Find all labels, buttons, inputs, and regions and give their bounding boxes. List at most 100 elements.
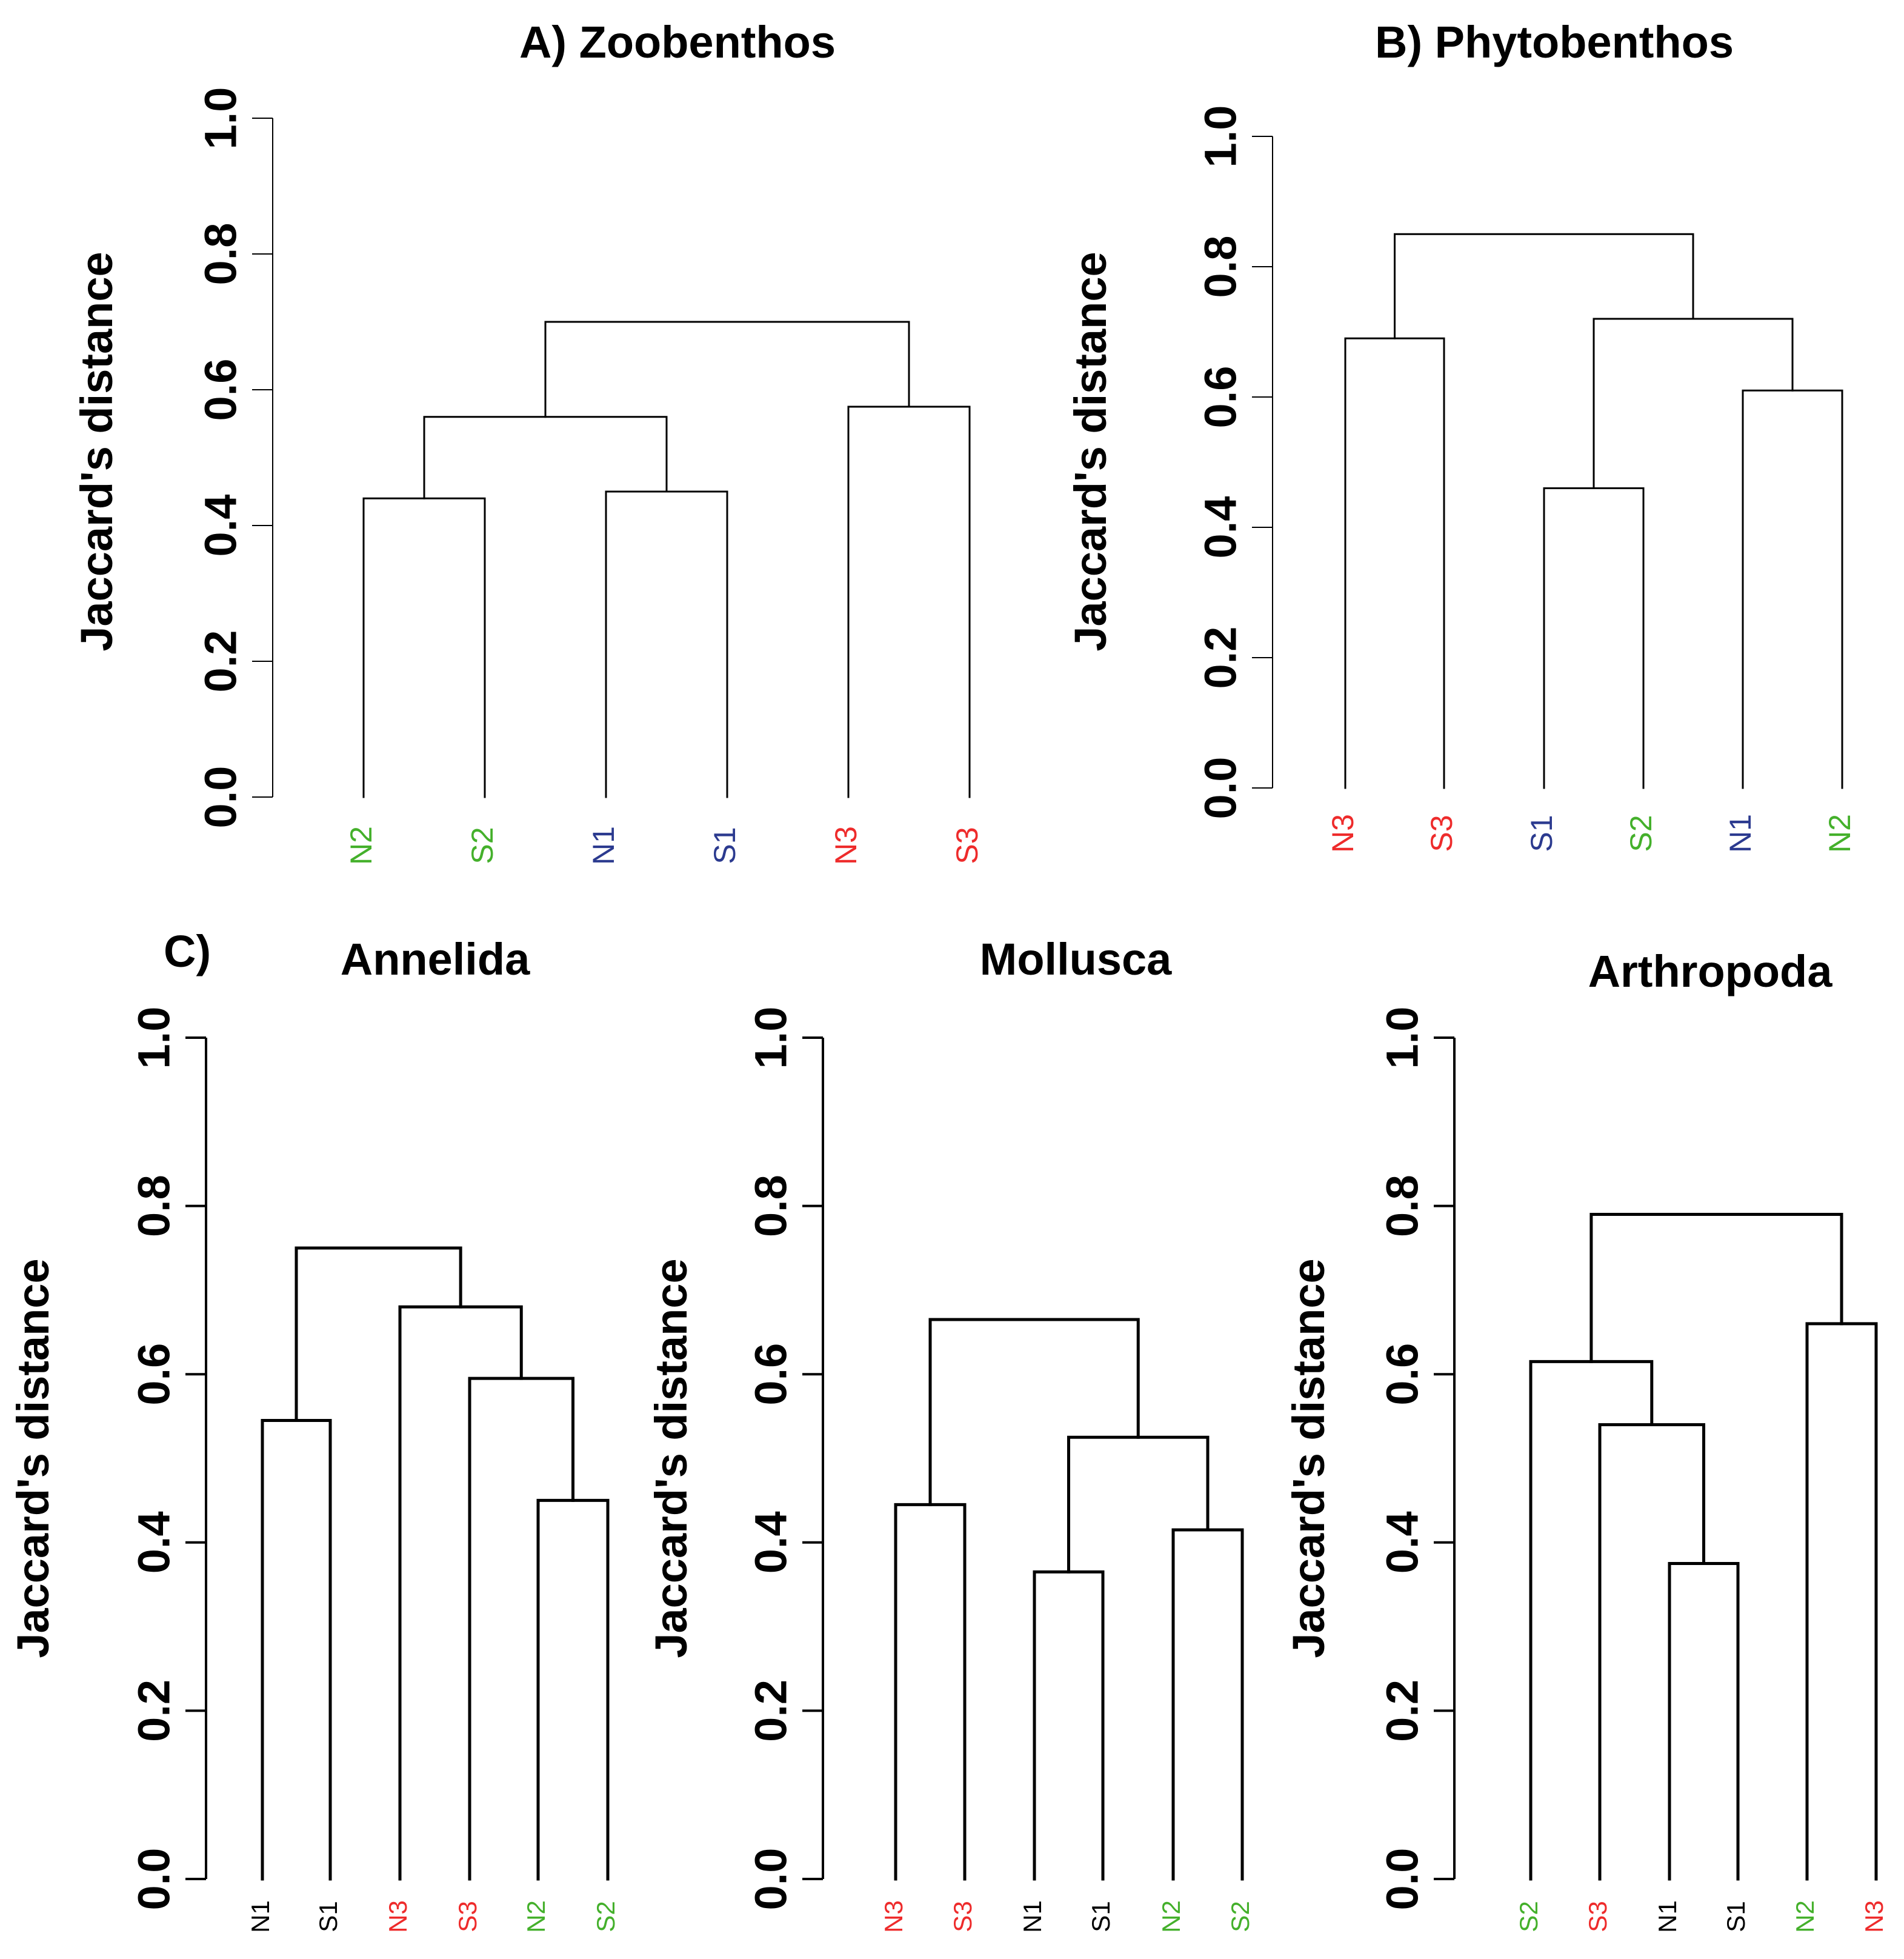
dendrogram-panel-c3: Arthropoda Jaccard's distance 0.0 0.2 0.4 0.6… xyxy=(1283,946,1888,1933)
y-tick-label: 0.2 xyxy=(1377,1680,1428,1742)
leaf-label: S1 xyxy=(1722,1901,1750,1932)
dendrogram-link xyxy=(1598,1423,1705,1881)
dendrogram-link xyxy=(1543,487,1645,789)
leaf-label: S3 xyxy=(1583,1901,1612,1932)
y-tick-label: 0.0 xyxy=(1377,1848,1428,1911)
leaf-label: N3 xyxy=(1326,814,1360,853)
y-tick-label: 0.6 xyxy=(129,1343,179,1406)
chart-title: A) Zoobenthos xyxy=(519,17,836,67)
dendrogram-panel-a: A) Zoobenthos Jaccard's distance 0.0 0.2 0.4… xyxy=(72,17,984,865)
y-tick-label: 0.6 xyxy=(746,1343,796,1406)
leaf-label: S2 xyxy=(1226,1901,1254,1932)
leaf-label: S3 xyxy=(948,1901,977,1932)
y-tick-label: 0.8 xyxy=(1377,1175,1428,1237)
y-tick-label: 0.2 xyxy=(196,630,246,693)
y-axis-label: Jaccard's distance xyxy=(72,252,122,651)
leaf-label: S3 xyxy=(950,827,984,864)
leaf-label: N2 xyxy=(1157,1900,1185,1933)
leaf-label: S2 xyxy=(591,1901,620,1932)
leaf-label: N2 xyxy=(344,826,378,865)
leaf-label: S2 xyxy=(1624,815,1658,852)
dendrogram-link xyxy=(894,1503,967,1881)
leaf-label: S1 xyxy=(1525,815,1559,852)
y-tick-label: 1.0 xyxy=(129,1007,179,1069)
dendrogram-link xyxy=(423,416,668,499)
y-tick-label: 0.6 xyxy=(1377,1343,1428,1406)
dendrogram-link xyxy=(847,405,971,798)
dendrogram-link xyxy=(1589,1212,1843,1363)
dendrogram-link xyxy=(1668,1562,1740,1881)
y-tick-label: 0.4 xyxy=(1377,1511,1428,1574)
y-tick-label: 0.8 xyxy=(129,1175,179,1237)
y-tick-label: 1.0 xyxy=(1377,1007,1428,1069)
panel-c-label: C) xyxy=(164,926,211,976)
leaf-label: N2 xyxy=(522,1900,550,1933)
leaf-label: S2 xyxy=(465,827,499,864)
y-tick-label: 0.8 xyxy=(746,1175,796,1237)
y-tick-label: 0.0 xyxy=(129,1848,179,1911)
leaf-label: N1 xyxy=(1653,1900,1682,1933)
dendrogram-link xyxy=(928,1318,1140,1506)
dendrogram-link xyxy=(1067,1435,1210,1574)
dendrogram-link xyxy=(544,321,910,418)
y-tick-label: 0.4 xyxy=(196,495,246,557)
dendrogram-link xyxy=(1593,318,1794,489)
dendrogram-panel-b: B) Phytobenthos Jaccard's distance 0.0 0.2 0… xyxy=(1065,17,1857,853)
y-tick-label: 0.0 xyxy=(1196,757,1246,819)
y-axis-label: Jaccard's distance xyxy=(1283,1258,1334,1658)
y-tick-label: 0.6 xyxy=(196,359,246,421)
chart-title: Arthropoda xyxy=(1588,946,1833,996)
leaf-label: N2 xyxy=(1823,814,1857,853)
dendrogram-link xyxy=(1805,1322,1878,1881)
dendrogram-link xyxy=(605,490,728,798)
leaf-label: N1 xyxy=(587,826,621,865)
y-tick-label: 0.4 xyxy=(746,1511,796,1574)
dendrogram-link xyxy=(398,1305,523,1881)
y-tick-label: 1.0 xyxy=(196,87,246,150)
leaf-label: S3 xyxy=(453,1901,482,1932)
leaf-label: N3 xyxy=(1860,1900,1888,1933)
dendrogram-link xyxy=(261,1419,332,1881)
leaf-label: N1 xyxy=(246,1900,275,1933)
y-tick-label: 0.2 xyxy=(1196,627,1246,689)
chart-title: B) Phytobenthos xyxy=(1375,17,1734,67)
leaf-label: S3 xyxy=(1425,815,1459,852)
leaf-label: S2 xyxy=(1514,1901,1543,1932)
dendrogram-link xyxy=(1344,337,1445,789)
dendrogram-link xyxy=(362,497,486,798)
dendrogram-link xyxy=(295,1246,462,1423)
y-tick-label: 0.2 xyxy=(129,1680,179,1742)
y-tick-label: 0.4 xyxy=(129,1511,179,1574)
dendrogram-link xyxy=(1742,389,1843,789)
y-tick-label: 1.0 xyxy=(746,1007,796,1069)
y-tick-label: 1.0 xyxy=(1196,105,1246,168)
dendrogram-link xyxy=(1529,1360,1654,1881)
dendrogram-link xyxy=(1394,233,1694,339)
leaf-label: N2 xyxy=(1791,1900,1819,1933)
leaf-label: N3 xyxy=(829,826,863,865)
leaf-label: S1 xyxy=(708,827,742,864)
leaf-label: S1 xyxy=(314,1901,342,1932)
dendrogram-panel-c2: Mollusca Jaccard's distance 0.0 0.2 0.4 0.6 0.… xyxy=(646,934,1254,1933)
dendrogram-panel-c1: Annelida Jaccard's distance 0.0 0.2 0.4 0.6 0.… xyxy=(8,934,620,1933)
y-axis-label: Jaccard's distance xyxy=(8,1258,58,1658)
y-tick-label: 0.2 xyxy=(746,1680,796,1742)
dendrogram-link xyxy=(1171,1528,1244,1881)
y-tick-label: 0.0 xyxy=(746,1848,796,1911)
leaf-label: N1 xyxy=(1018,1900,1047,1933)
leaf-label: N1 xyxy=(1723,814,1757,853)
y-tick-label: 0.0 xyxy=(196,766,246,829)
y-tick-label: 0.4 xyxy=(1196,496,1246,559)
y-tick-label: 0.6 xyxy=(1196,366,1246,429)
y-axis-label: Jaccard's distance xyxy=(1065,252,1116,651)
leaf-label: N3 xyxy=(384,1900,412,1933)
leaf-label: S1 xyxy=(1087,1901,1115,1932)
chart-title: Mollusca xyxy=(980,934,1172,984)
leaf-label: N3 xyxy=(879,1900,908,1933)
dendrogram-link xyxy=(1033,1570,1105,1881)
y-axis-label: Jaccard's distance xyxy=(646,1258,696,1658)
chart-title: Annelida xyxy=(341,934,530,984)
y-tick-label: 0.8 xyxy=(196,223,246,285)
dendrogram-link xyxy=(468,1377,574,1881)
